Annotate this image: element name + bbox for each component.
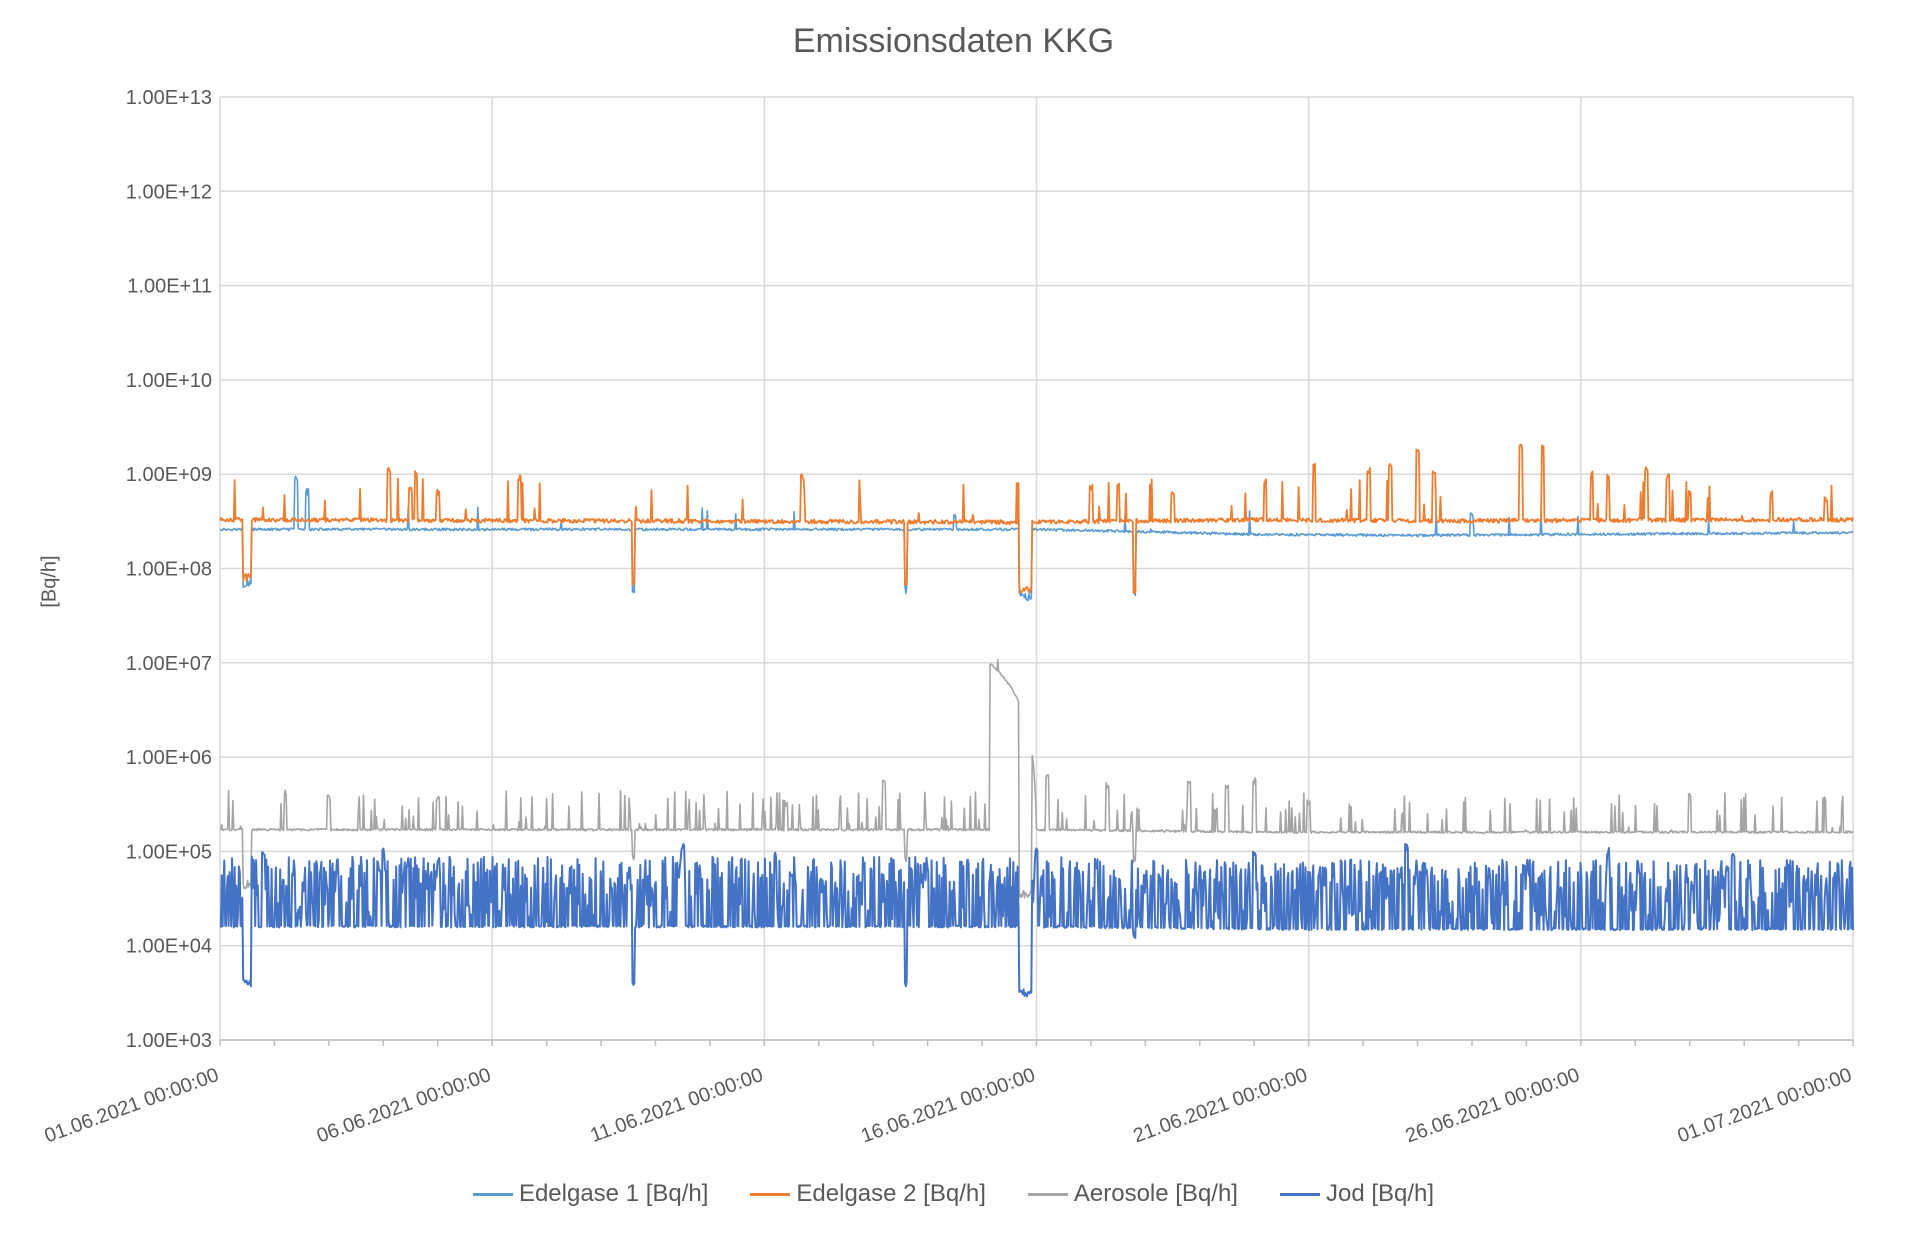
series-line-aerosole (219, 659, 1854, 899)
legend-swatch (1027, 1192, 1068, 1196)
legend-label: Jod [Bq/h] (1325, 1180, 1435, 1207)
legend: Edelgase 1 [Bq/h] Edelgase 2 [Bq/h] Aero… (0, 1180, 1907, 1208)
x-tick-label: 11.06.2021 00:00:00 (587, 1064, 766, 1147)
x-tick-label: 21.06.2021 00:00:00 (1130, 1064, 1310, 1147)
y-tick-label: 1.00E+13 (126, 87, 212, 109)
x-tick-label: 06.06.2021 00:00:00 (314, 1064, 494, 1147)
chart-title: Emissionsdaten KKG (792, 22, 1115, 60)
y-tick-label: 1.00E+05 (126, 841, 212, 863)
y-tick-label: 1.00E+06 (126, 747, 212, 769)
series-line-edelgase-1 (219, 475, 1854, 602)
x-tick-label: 26.06.2021 00:00:00 (1403, 1064, 1583, 1147)
y-tick-label: 1.00E+08 (126, 559, 212, 581)
legend-item-jod[interactable]: Jod [Bq/h] (1279, 1180, 1435, 1208)
series-line-edelgase-2 (219, 443, 1854, 595)
y-tick-label: 1.00E+03 (126, 1030, 212, 1052)
y-tick-label: 1.00E+11 (127, 276, 212, 298)
legend-item-edelgase-1[interactable]: Edelgase 1 [Bq/h] (472, 1180, 709, 1208)
x-tick-label: 01.07.2021 00:00:00 (1675, 1064, 1855, 1147)
x-tick-label: 01.06.2021 00:00:00 (42, 1064, 222, 1147)
legend-swatch (750, 1192, 791, 1196)
legend-label: Aerosole [Bq/h] (1073, 1180, 1238, 1207)
legend-item-aerosole[interactable]: Aerosole [Bq/h] (1027, 1180, 1238, 1208)
y-tick-label: 1.00E+04 (126, 936, 212, 958)
y-tick-label: 1.00E+10 (126, 370, 212, 392)
x-tick-label: 16.06.2021 00:00:00 (858, 1064, 1038, 1147)
series-line-jod (219, 843, 1854, 998)
legend-swatch (472, 1192, 513, 1196)
y-tick-label: 1.00E+07 (126, 653, 212, 675)
legend-label: Edelgase 2 [Bq/h] (796, 1180, 986, 1207)
legend-swatch (1279, 1192, 1320, 1196)
y-tick-label: 1.00E+09 (126, 464, 212, 486)
legend-label: Edelgase 1 [Bq/h] (518, 1180, 709, 1207)
y-tick-label: 1.00E+12 (126, 181, 212, 203)
legend-item-edelgase-2[interactable]: Edelgase 2 [Bq/h] (750, 1180, 986, 1208)
